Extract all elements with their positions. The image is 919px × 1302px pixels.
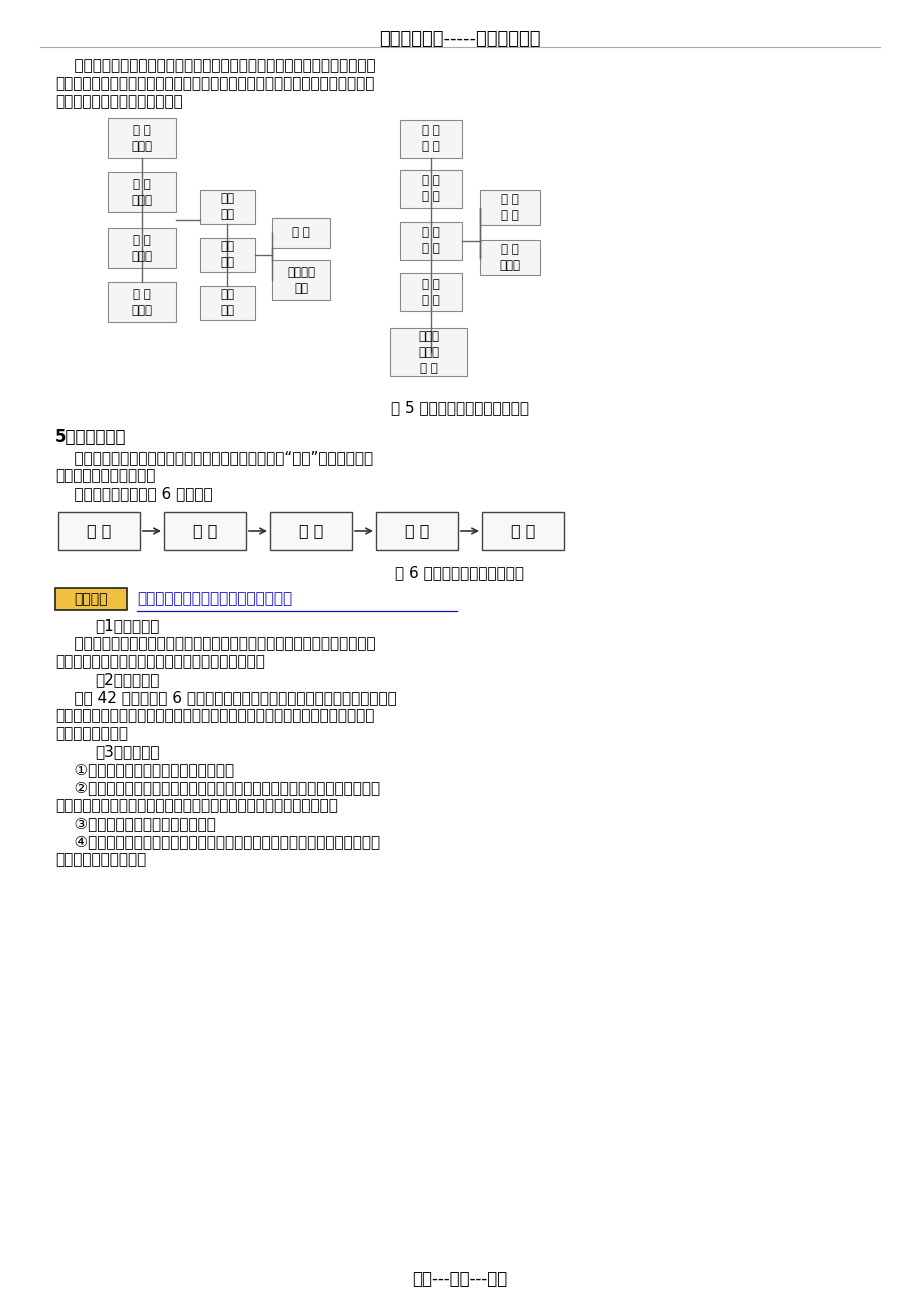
- Text: 服务
质量: 服务 质量: [221, 289, 234, 318]
- Text: 其实施程序是（如图 6 所示）：: 其实施程序是（如图 6 所示）：: [55, 486, 212, 501]
- FancyBboxPatch shape: [400, 171, 461, 208]
- Text: 《电子技术基础》项目教学法展示实例: 《电子技术基础》项目教学法展示实例: [137, 591, 292, 607]
- Text: 检 查: 检 查: [404, 523, 429, 539]
- Text: 优质的新
服务: 优质的新 服务: [287, 266, 314, 294]
- Text: 电压的直流电源。: 电压的直流电源。: [55, 727, 128, 741]
- FancyBboxPatch shape: [400, 120, 461, 158]
- FancyBboxPatch shape: [164, 512, 245, 549]
- FancyBboxPatch shape: [199, 190, 255, 224]
- Text: 每条措施的可行性。如图所示：: 每条措施的可行性。如图所示：: [55, 94, 183, 109]
- Text: 服务
设施: 服务 设施: [221, 193, 234, 221]
- Text: 产 品
创新化: 产 品 创新化: [131, 177, 153, 207]
- Text: 与措施；同学们用卡片填上措施的关键词在张贴板上展示；教师与学生一起分析: 与措施；同学们用卡片填上措施的关键词在张贴板上展示；教师与学生一起分析: [55, 76, 374, 91]
- FancyBboxPatch shape: [376, 512, 458, 549]
- Text: 项目教学法是师生通过共同实施一个相对独立完整的“项目”工作而开展教: 项目教学法是师生通过共同实施一个相对独立完整的“项目”工作而开展教: [55, 450, 373, 465]
- FancyBboxPatch shape: [108, 172, 176, 212]
- Text: 学活动的一种教学方法。: 学活动的一种教学方法。: [55, 467, 155, 483]
- Text: 5．项目教学法: 5．项目教学法: [55, 428, 127, 447]
- Text: 教学示例: 教学示例: [74, 592, 108, 605]
- Text: 产品优
惠价格
策 略: 产品优 惠价格 策 略: [417, 329, 438, 375]
- Text: 观察，检验是否有误。: 观察，检验是否有误。: [55, 852, 146, 867]
- Text: 图 6 项目教学法教学实施程序: 图 6 项目教学法教学实施程序: [395, 565, 524, 579]
- FancyBboxPatch shape: [108, 283, 176, 322]
- Text: 个电压稳定而且可以在一定范围内调节的直流电源。: 个电压稳定而且可以在一定范围内调节的直流电源。: [55, 654, 265, 669]
- FancyBboxPatch shape: [272, 260, 330, 299]
- Text: 实 施: 实 施: [299, 523, 323, 539]
- FancyBboxPatch shape: [199, 238, 255, 272]
- FancyBboxPatch shape: [480, 240, 539, 275]
- Text: 价 格
策 略: 价 格 策 略: [422, 125, 439, 154]
- Text: ③学生熟悉印刷线路板及接线图。: ③学生熟悉印刷线路板及接线图。: [55, 816, 216, 831]
- FancyBboxPatch shape: [400, 273, 461, 311]
- FancyBboxPatch shape: [480, 190, 539, 225]
- FancyBboxPatch shape: [55, 589, 127, 611]
- Text: 全班 42 名学生分成 6 组。每组同学根据课本中所学到的串联稳压电路，通: 全班 42 名学生分成 6 组。每组同学根据课本中所学到的串联稳压电路，通: [55, 690, 396, 704]
- Text: （1）确定项目: （1）确定项目: [95, 618, 159, 633]
- Text: （2）制定计划: （2）制定计划: [95, 672, 159, 687]
- Text: 针对同学们的畅想，要求大家提出如何使饮食企业在竞争中求胜的具体设想: 针对同学们的畅想，要求大家提出如何使饮食企业在竞争中求胜的具体设想: [55, 59, 375, 73]
- Text: 低 价
策 略: 低 价 策 略: [422, 227, 439, 255]
- FancyBboxPatch shape: [390, 328, 467, 376]
- Text: 三极管、稳压管、电阻、电位器等。（教师提供多种类型的上述元件）: 三极管、稳压管、电阻、电位器等。（教师提供多种类型的上述元件）: [55, 798, 337, 812]
- Text: 普通直流电源具有输出电压不稳定及输出电压不可调节等缺点。设想制作一: 普通直流电源具有输出电压不稳定及输出电压不可调节等缺点。设想制作一: [55, 635, 375, 651]
- Text: 精选优质文档-----倾情为你奉上: 精选优质文档-----倾情为你奉上: [379, 30, 540, 48]
- Text: 专心---专注---专业: 专心---专注---专业: [412, 1269, 507, 1288]
- Text: ④学生按各组成部分开始进行焊接，一部分完成后，用万用表及示波器及时: ④学生按各组成部分开始进行焊接，一部分完成后，用万用表及示波器及时: [55, 835, 380, 849]
- Text: 推 广: 推 广: [510, 523, 535, 539]
- Text: 非 整
数标价: 非 整 数标价: [499, 243, 520, 272]
- FancyBboxPatch shape: [272, 217, 330, 247]
- Text: 高 价
策 略: 高 价 策 略: [422, 174, 439, 203]
- Text: ①教师介绍电路组成及分析工作原理。: ①教师介绍电路组成及分析工作原理。: [55, 762, 233, 777]
- FancyBboxPatch shape: [482, 512, 563, 549]
- FancyBboxPatch shape: [269, 512, 352, 549]
- Text: ②学生通过分析计算各相关元件的参数，自行选择合适的变压器、二极管、: ②学生通过分析计算各相关元件的参数，自行选择合适的变压器、二极管、: [55, 780, 380, 796]
- Text: 制 订: 制 订: [193, 523, 217, 539]
- Text: 图 5 饮食企业求胜的设想与措施: 图 5 饮食企业求胜的设想与措施: [391, 400, 528, 415]
- Text: 产 品
组合化: 产 品 组合化: [131, 288, 153, 316]
- FancyBboxPatch shape: [58, 512, 140, 549]
- Text: 平 价
策 略: 平 价 策 略: [422, 277, 439, 306]
- Text: 过分析计算，选择不同的元器件，在印刷线路板上进行焊接，最终得到不同输出: 过分析计算，选择不同的元器件，在印刷线路板上进行焊接，最终得到不同输出: [55, 708, 374, 723]
- Text: 产 品
精品化: 产 品 精品化: [131, 233, 153, 263]
- Text: （3）实施计划: （3）实施计划: [95, 743, 159, 759]
- FancyBboxPatch shape: [199, 286, 255, 320]
- Text: 服务
形式: 服务 形式: [221, 241, 234, 270]
- Text: 创 新: 创 新: [292, 227, 310, 240]
- Text: 明 码
标 价: 明 码 标 价: [501, 193, 518, 223]
- Text: 产 品
特色化: 产 品 特色化: [131, 124, 153, 152]
- FancyBboxPatch shape: [400, 223, 461, 260]
- FancyBboxPatch shape: [108, 118, 176, 158]
- FancyBboxPatch shape: [108, 228, 176, 268]
- Text: 确 定: 确 定: [86, 523, 111, 539]
